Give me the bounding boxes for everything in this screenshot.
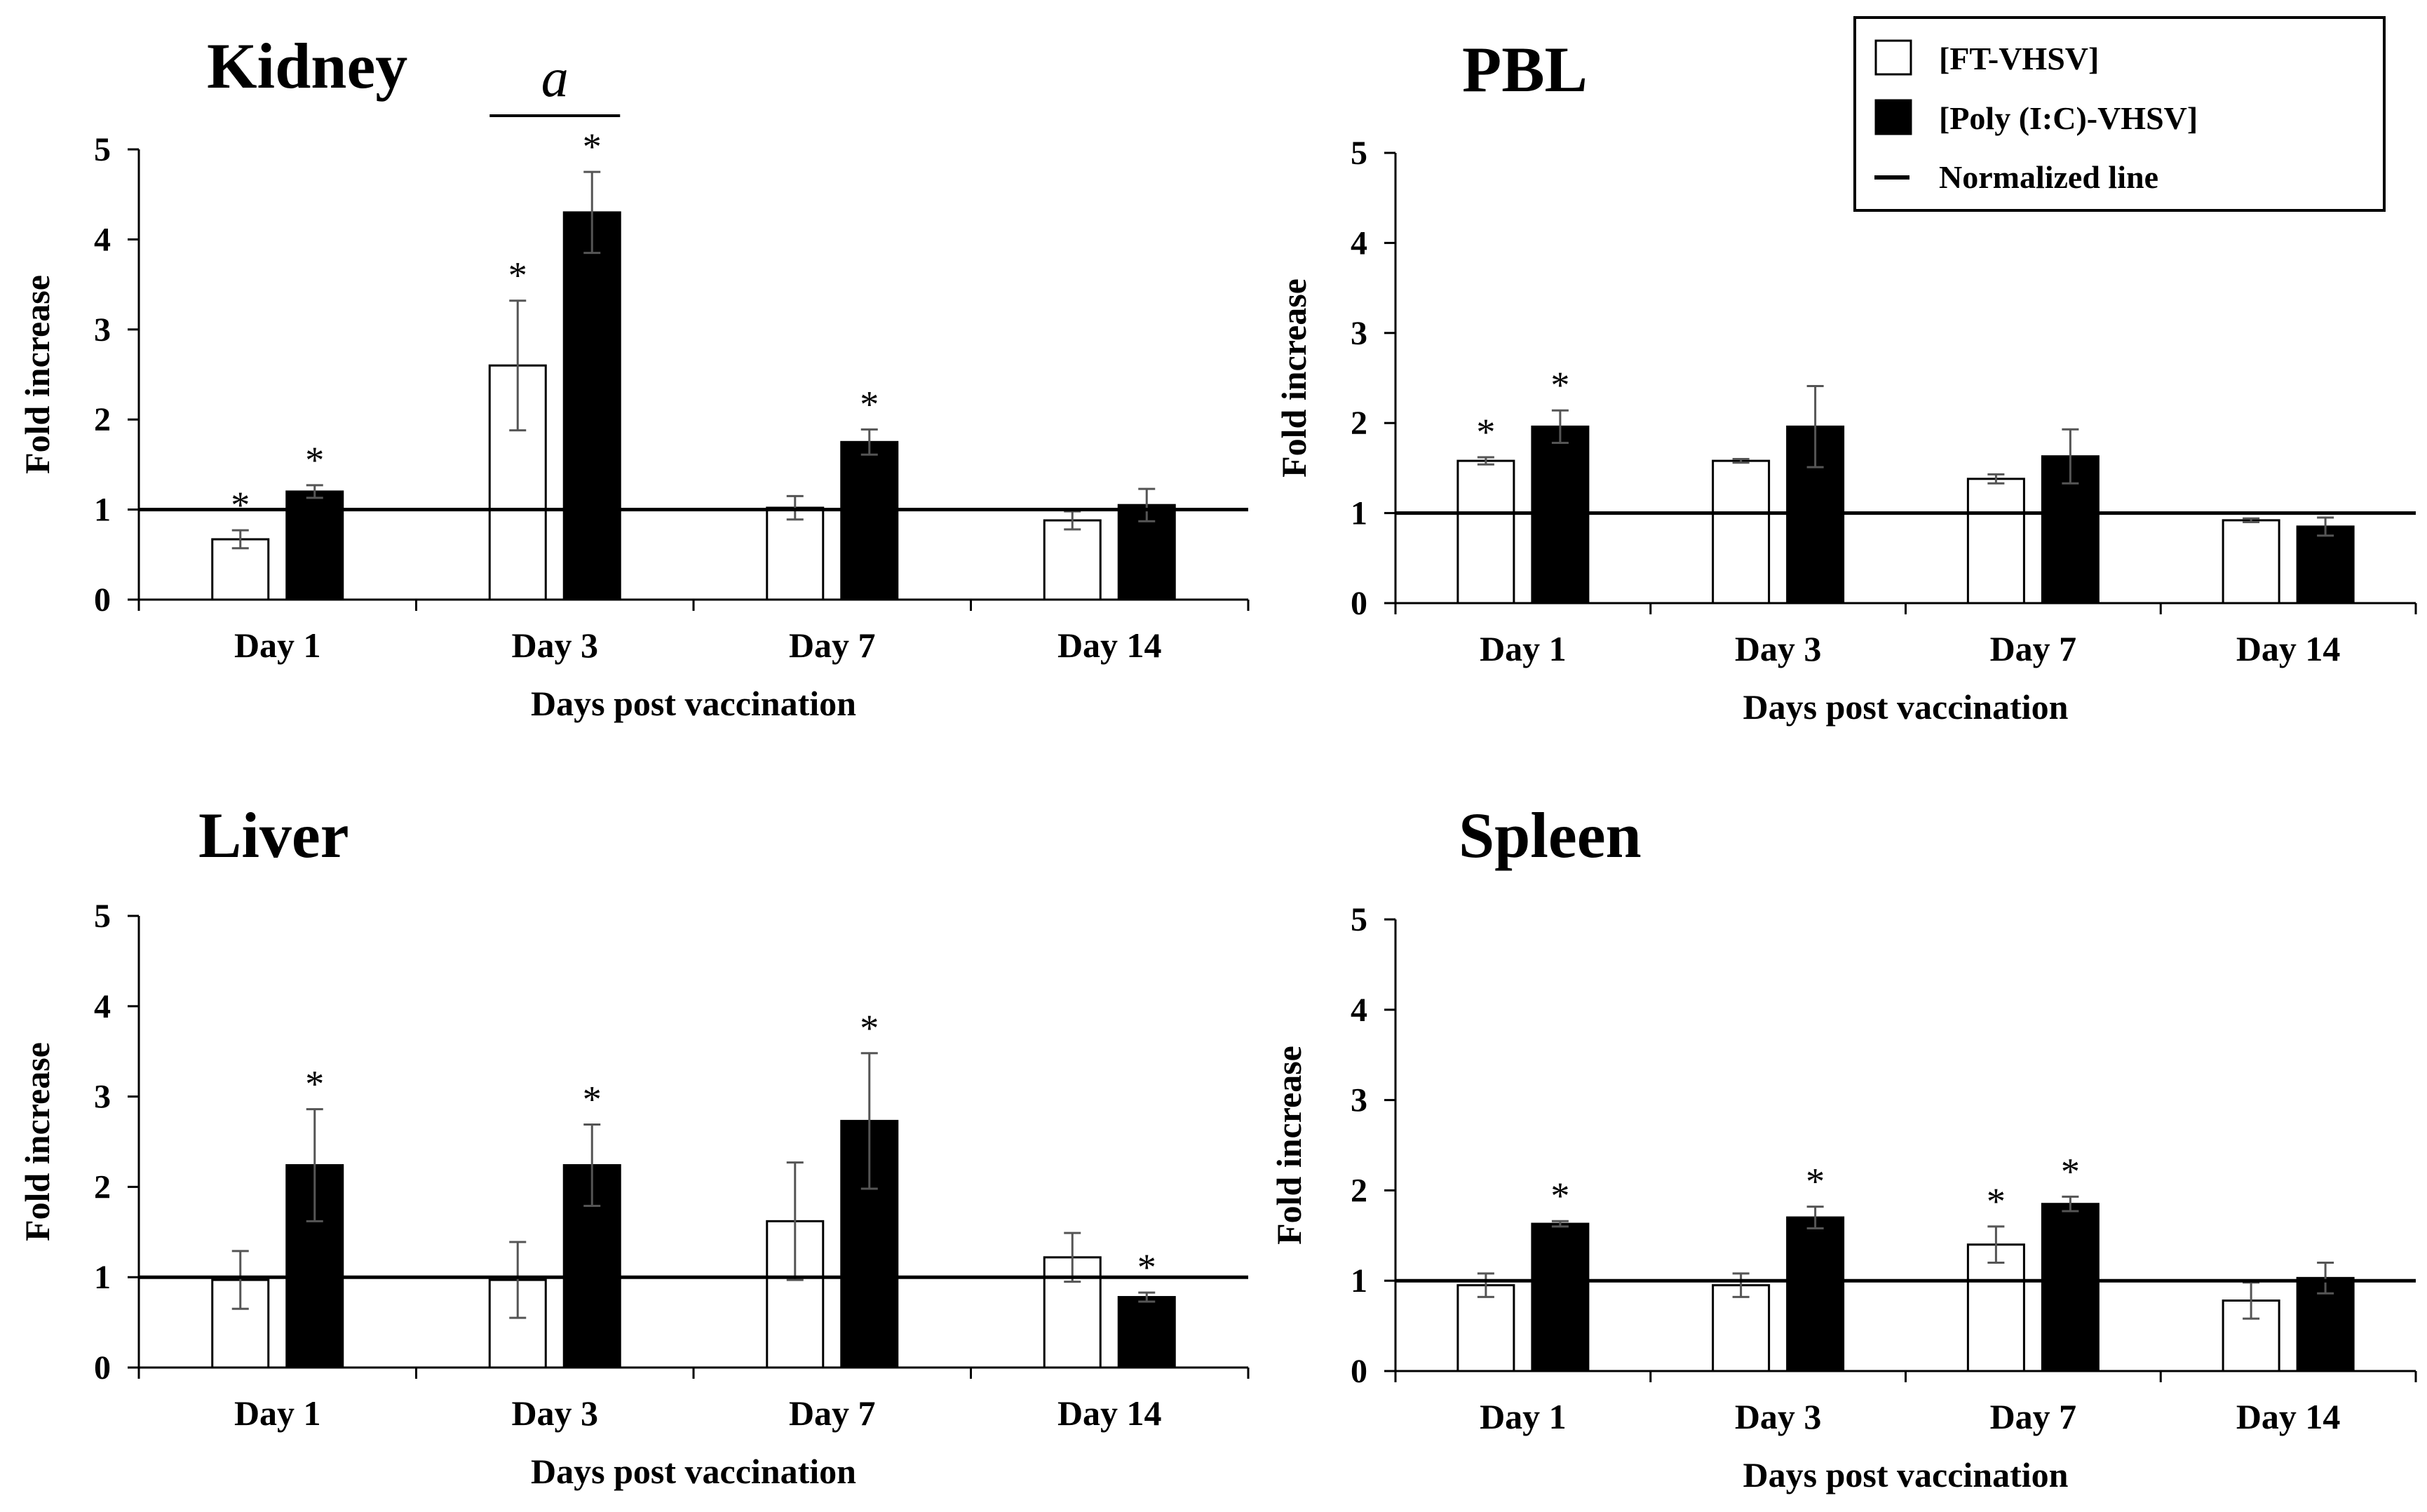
bar-ft-vhsv — [1456, 459, 1515, 605]
significance-star: * — [305, 439, 324, 481]
x-category-label: Day 14 — [2236, 1397, 2341, 1436]
y-tick-label: 0 — [94, 1349, 111, 1386]
significance-star: * — [583, 1079, 602, 1121]
bar-polyic-vhsv — [2296, 525, 2355, 605]
bar-polyic-vhsv — [840, 440, 899, 601]
y-tick-label: 2 — [94, 1168, 111, 1206]
x-category-label: Day 3 — [511, 626, 598, 665]
y-tick-label: 1 — [1351, 1262, 1367, 1300]
y-tick-label: 5 — [94, 898, 111, 935]
x-category-label: Day 3 — [1735, 1397, 1822, 1436]
x-category-label: Day 3 — [1735, 629, 1822, 668]
x-category-label: Day 7 — [789, 626, 876, 665]
significance-star: * — [305, 1063, 324, 1105]
significance-star: * — [1550, 364, 1569, 406]
y-tick-label: 3 — [94, 311, 111, 349]
chart-panel-kidney: Kidney 0 1 2 3 4 5 Days post vaccination Fold in… — [18, 30, 1250, 723]
bar-polyic-vhsv — [285, 490, 344, 601]
y-tick-label: 5 — [1351, 901, 1367, 938]
y-tick-label: 1 — [94, 492, 111, 529]
y-tick-label: 2 — [1351, 1172, 1367, 1209]
chart-panel-spleen: Spleen 0 1 2 3 4 5 Days post vaccination Fold in… — [1269, 799, 2417, 1494]
legend-swatch-ft-vhsv — [1874, 39, 1912, 76]
bar-ft-vhsv — [1712, 459, 1771, 605]
x-category-label: Day 3 — [511, 1393, 598, 1433]
y-axis-label: Fold increase — [1269, 1046, 1309, 1245]
y-tick-label: 0 — [94, 581, 111, 619]
bar-ft-vhsv — [1966, 478, 2025, 605]
y-tick-label: 4 — [94, 221, 111, 258]
y-axis-label: Fold increase — [18, 275, 57, 474]
bar-polyic-vhsv — [562, 211, 621, 601]
bar-ft-vhsv — [1043, 519, 1102, 601]
chart-panel-pbl: PBL 0 1 2 3 4 5 Days post vaccination Fold incre… — [1274, 34, 2417, 727]
y-tick-label: 4 — [1351, 224, 1367, 262]
annotation-letter: a — [541, 47, 569, 108]
bar-ft-vhsv — [2222, 519, 2280, 605]
x-category-label: Day 1 — [1480, 629, 1567, 668]
chart-title: Liver — [198, 799, 349, 871]
legend-label-ft-vhsv: [FT-VHSV] — [1939, 41, 2099, 76]
x-category-label: Day 1 — [234, 1393, 321, 1433]
x-axis-label: Days post vaccination — [1743, 1455, 2069, 1494]
x-category-label: Day 14 — [2236, 629, 2341, 668]
significance-star: * — [231, 484, 250, 526]
y-tick-label: 3 — [94, 1079, 111, 1116]
y-tick-label: 4 — [94, 988, 111, 1025]
x-category-label: Day 14 — [1057, 626, 1162, 665]
y-tick-label: 0 — [1351, 1353, 1367, 1390]
y-tick-label: 3 — [1351, 315, 1367, 352]
x-category-label: Day 7 — [789, 1393, 876, 1433]
y-tick-label: 5 — [94, 131, 111, 168]
bar-polyic-vhsv — [2041, 1203, 2100, 1372]
y-axis-label: Fold increase — [18, 1042, 57, 1241]
bar-ft-vhsv — [211, 538, 270, 601]
significance-star: * — [508, 255, 527, 297]
y-tick-label: 2 — [94, 401, 111, 438]
y-tick-label: 5 — [1351, 135, 1367, 172]
x-category-label: Day 14 — [1057, 1393, 1162, 1433]
y-tick-label: 1 — [1351, 495, 1367, 532]
x-category-label: Day 7 — [1990, 629, 2077, 668]
bar-ft-vhsv — [766, 506, 825, 601]
chart-panel-liver: Liver 0 1 2 3 4 5 Days post vaccination Fold inc… — [18, 799, 1250, 1491]
significance-star: * — [2061, 1150, 2080, 1192]
significance-star: * — [860, 1007, 879, 1049]
chart-title: Kidney — [207, 30, 407, 102]
y-tick-label: 0 — [1351, 585, 1367, 622]
legend-label-polyic-vhsv: [Poly (I:C)-VHSV] — [1939, 100, 2198, 136]
bar-polyic-vhsv — [1786, 1216, 1845, 1372]
chart-title: Spleen — [1459, 799, 1642, 871]
significance-star: * — [583, 126, 602, 168]
significance-star: * — [860, 383, 879, 425]
legend: [FT-VHSV] [Poly (I:C)-VHSV] Normalized l… — [1853, 16, 2386, 212]
x-category-label: Day 1 — [234, 626, 321, 665]
x-axis-label: Days post vaccination — [531, 684, 856, 723]
significance-star: * — [1806, 1161, 1825, 1203]
significance-star: * — [1137, 1246, 1156, 1288]
bar-polyic-vhsv — [1531, 425, 1590, 605]
y-tick-label: 4 — [1351, 992, 1367, 1029]
bar-ft-vhsv — [1456, 1284, 1515, 1372]
y-tick-label: 1 — [94, 1259, 111, 1296]
significance-star: * — [1550, 1175, 1569, 1217]
significance-star: * — [1476, 411, 1495, 453]
y-tick-label: 3 — [1351, 1082, 1367, 1119]
x-axis-label: Days post vaccination — [1743, 687, 2069, 727]
bar-ft-vhsv — [1712, 1284, 1771, 1372]
bar-polyic-vhsv — [1531, 1222, 1590, 1372]
chart-title: PBL — [1462, 34, 1588, 105]
y-tick-label: 2 — [1351, 405, 1367, 442]
x-axis-label: Days post vaccination — [531, 1452, 856, 1491]
bar-polyic-vhsv — [1117, 1296, 1176, 1369]
y-axis-label: Fold increase — [1274, 278, 1313, 478]
legend-frame — [1853, 16, 2386, 212]
x-category-label: Day 1 — [1480, 1397, 1567, 1436]
significance-star: * — [1987, 1180, 2006, 1222]
legend-swatch-polyic-vhsv — [1874, 99, 1912, 135]
chart-panels: Kidney 0 1 2 3 4 5 Days post vaccination Fold in… — [18, 30, 2417, 1494]
x-category-label: Day 7 — [1990, 1397, 2077, 1436]
legend-label-normalized-line: Normalized line — [1939, 159, 2158, 195]
